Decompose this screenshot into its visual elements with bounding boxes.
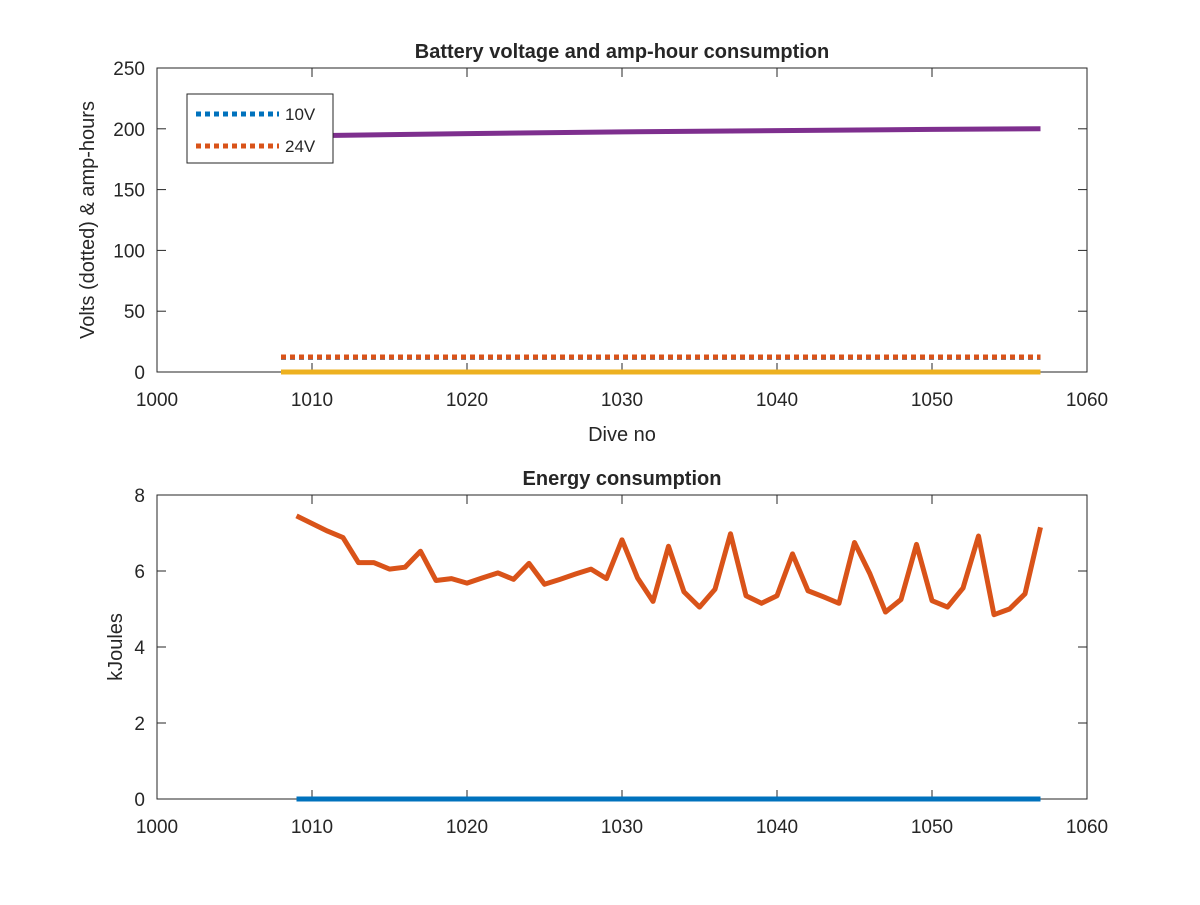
x-tick-label: 1040 — [756, 390, 798, 411]
x-tick-label: 1030 — [601, 817, 643, 838]
y-tick-label: 250 — [113, 59, 145, 80]
chart-title: Battery voltage and amp-hour consumption — [415, 41, 829, 63]
legend-entry: 24V — [285, 137, 316, 156]
y-tick-label: 200 — [113, 120, 145, 141]
x-tick-label: 1060 — [1066, 817, 1108, 838]
x-tick-label: 1020 — [446, 817, 488, 838]
y-tick-label: 4 — [134, 638, 145, 659]
legend-entry: 10V — [285, 105, 316, 124]
x-tick-label: 1030 — [601, 390, 643, 411]
y-tick-label: 100 — [113, 241, 145, 262]
x-tick-label: 1050 — [911, 817, 953, 838]
chart-title: Energy consumption — [523, 468, 722, 490]
x-tick-label: 1050 — [911, 390, 953, 411]
x-tick-label: 1000 — [136, 817, 178, 838]
y-tick-label: 6 — [134, 562, 145, 583]
x-tick-label: 1060 — [1066, 390, 1108, 411]
y-tick-label: 0 — [134, 790, 145, 811]
y-tick-label: 2 — [134, 714, 145, 735]
x-axis-label: Dive no — [588, 424, 656, 446]
y-tick-label: 50 — [124, 302, 145, 323]
x-tick-label: 1020 — [446, 390, 488, 411]
x-tick-label: 1010 — [291, 817, 333, 838]
y-axis-label: Volts (dotted) & amp-hours — [77, 101, 99, 339]
x-tick-label: 1010 — [291, 390, 333, 411]
x-tick-label: 1000 — [136, 390, 178, 411]
x-tick-label: 1040 — [756, 817, 798, 838]
y-tick-label: 0 — [134, 363, 145, 384]
y-tick-label: 150 — [113, 181, 145, 202]
y-axis-label: kJoules — [105, 613, 127, 681]
y-tick-label: 8 — [134, 486, 145, 507]
